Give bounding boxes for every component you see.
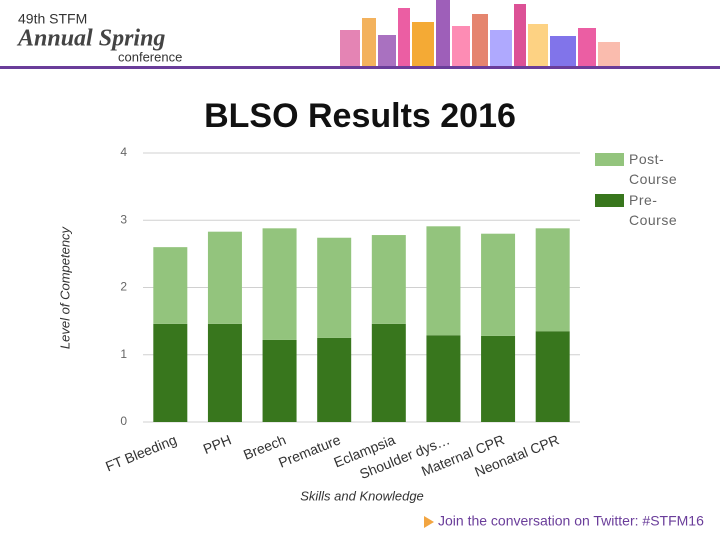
bar-segment [481,335,516,422]
chart-title: BLSO Results 2016 [204,97,516,135]
y-tick-label: 0 [120,414,127,428]
x-tick-label: FT Bleeding [103,431,179,474]
y-tick-label: 2 [120,280,127,294]
x-tick-label: Premature [276,431,343,470]
bar-segment [317,237,352,338]
bar-segment [426,335,461,422]
header-edition: 49th STFM [18,11,87,27]
bar-segment [371,323,406,422]
y-axis-label: Level of Competency [57,225,72,349]
footer-text: Join the conversation on Twitter: #STFM1… [438,513,704,529]
bar-segment [153,247,188,324]
legend-label: Pre-Course [629,192,678,228]
header-subtitle: conference [118,49,182,64]
bar-segment [207,231,242,324]
x-tick-label: PPH [201,431,234,457]
bar-segment [535,331,570,422]
legend-label: Post-Course [629,151,678,187]
skyline [340,0,620,66]
bar-segment [371,235,406,324]
bar-segment [426,226,461,336]
bar-segment [262,339,297,422]
y-tick-label: 4 [120,145,127,159]
bar-segment [535,228,570,332]
bar-segment [153,323,188,422]
bar-segment [262,228,297,340]
header-event: Annual Spring [16,26,165,52]
legend-swatch [595,194,624,207]
x-axis-label: Skills and Knowledge [300,488,424,503]
bar-segment [481,233,516,336]
header-rule [0,66,720,69]
y-tick-label: 3 [120,212,127,226]
footer-arrow [424,516,434,528]
bar-segment [207,323,242,422]
legend-swatch [595,153,624,166]
y-tick-label: 1 [120,347,127,361]
bar-segment [317,337,352,422]
